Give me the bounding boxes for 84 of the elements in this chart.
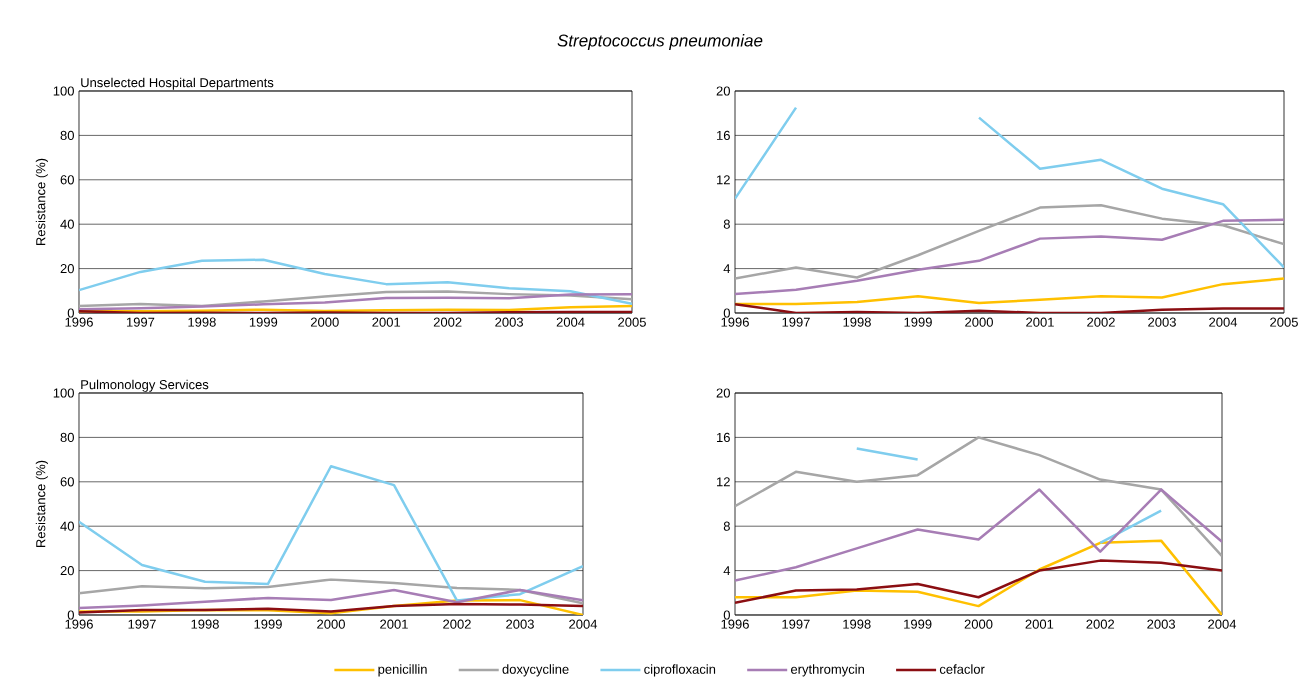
- y-tick-label: 16: [717, 432, 730, 442]
- y-tick-label: 100: [53, 86, 74, 96]
- y-tick-label: 8: [723, 219, 730, 229]
- x-tick-label: 1999: [904, 619, 932, 629]
- line-series: [735, 539, 1223, 615]
- x-tick-label: 2002: [433, 317, 462, 327]
- y-tick-label: 4: [723, 264, 731, 274]
- x-tick-label: 1998: [843, 317, 871, 327]
- y-tick-label: 16: [717, 130, 730, 140]
- line-series: [735, 204, 1285, 280]
- y-tick-label: 20: [716, 388, 730, 398]
- x-tick-label: 2002: [1086, 619, 1115, 629]
- line-series: [79, 588, 583, 610]
- x-tick-label: 2003: [1147, 619, 1176, 629]
- x-tick-label: 2004: [1209, 317, 1238, 327]
- y-tick-label: 40: [60, 521, 74, 531]
- x-tick-label: 1998: [188, 317, 216, 327]
- y-tick-label: 0: [723, 308, 730, 318]
- x-tick-label: 2003: [1148, 317, 1176, 327]
- x-tick-label: 1997: [126, 317, 155, 327]
- x-tick-label: 1998: [843, 619, 871, 629]
- x-tick-label: 2000: [965, 317, 993, 327]
- y-tick-label: 12: [717, 477, 730, 487]
- line-series: [79, 258, 632, 306]
- y-tick-label: 20: [60, 263, 74, 274]
- x-tick-label: 1996: [65, 619, 93, 629]
- legend-label: penicillin: [378, 664, 427, 677]
- x-tick-label: 1999: [254, 619, 282, 629]
- y-axis-title: Resistance (%): [35, 158, 48, 245]
- y-tick-label: 12: [717, 175, 730, 185]
- x-tick-label: 2005: [618, 317, 646, 327]
- y-tick-label: 80: [60, 130, 74, 140]
- legend-label: cefaclor: [939, 664, 985, 674]
- chart-title: Streptococcus pneumoniae: [557, 34, 763, 50]
- x-tick-label: 2003: [495, 317, 523, 327]
- legend-label: erythromycin: [790, 664, 864, 677]
- line-series: [79, 465, 583, 602]
- legend-label: doxycycline: [502, 664, 569, 677]
- x-tick-label: 2000: [964, 619, 993, 629]
- x-tick-label: 2003: [506, 619, 534, 629]
- x-tick-label: 2001: [372, 317, 401, 327]
- y-axis-title: Resistance (%): [35, 460, 48, 547]
- y-tick-label: 100: [53, 388, 74, 398]
- line-series: [735, 436, 1223, 558]
- y-tick-label: 0: [67, 308, 74, 318]
- x-tick-label: 2002: [443, 619, 471, 629]
- line-series: [735, 488, 1223, 582]
- line-series: [79, 602, 583, 614]
- line-series: [735, 218, 1285, 296]
- x-tick-label: 2001: [1026, 317, 1054, 327]
- x-tick-label: 2005: [1270, 317, 1298, 327]
- x-tick-label: 1996: [721, 619, 749, 629]
- y-tick-label: 20: [716, 86, 730, 96]
- x-tick-label: 2000: [317, 619, 345, 629]
- y-tick-label: 8: [723, 521, 730, 531]
- chart-subtitle: Unselected Hospital Departments: [81, 77, 274, 90]
- y-tick-label: 60: [60, 477, 74, 487]
- x-tick-label: 2001: [380, 619, 408, 629]
- x-tick-label: 1998: [191, 619, 219, 629]
- y-tick-label: 0: [67, 610, 74, 620]
- x-tick-label: 2002: [1087, 317, 1115, 327]
- x-tick-label: 2004: [556, 317, 585, 327]
- x-tick-label: 2004: [569, 619, 598, 629]
- line-series: [79, 578, 583, 605]
- x-tick-label: 1999: [249, 317, 278, 327]
- y-tick-label: 60: [60, 175, 74, 185]
- x-tick-label: 1997: [782, 317, 810, 327]
- y-tick-label: 80: [60, 432, 74, 442]
- x-tick-label: 2000: [310, 317, 339, 327]
- x-tick-label: 1997: [128, 619, 156, 629]
- x-tick-label: 1997: [782, 619, 810, 629]
- y-tick-label: 40: [60, 219, 74, 229]
- line-series: [735, 559, 1223, 605]
- x-tick-label: 1996: [721, 317, 749, 327]
- chart-title: Pulmonology Services: [81, 379, 209, 392]
- x-tick-label: 1996: [65, 317, 93, 327]
- x-tick-label: 2001: [1025, 619, 1054, 629]
- x-tick-label: 1999: [904, 317, 932, 327]
- x-tick-label: 2004: [1208, 619, 1237, 629]
- y-tick-label: 0: [723, 610, 730, 620]
- line-series: [735, 302, 1285, 313]
- y-tick-label: 4: [723, 566, 731, 576]
- y-tick-label: 20: [60, 565, 74, 576]
- legend-label: ciprofloxacin: [644, 664, 716, 677]
